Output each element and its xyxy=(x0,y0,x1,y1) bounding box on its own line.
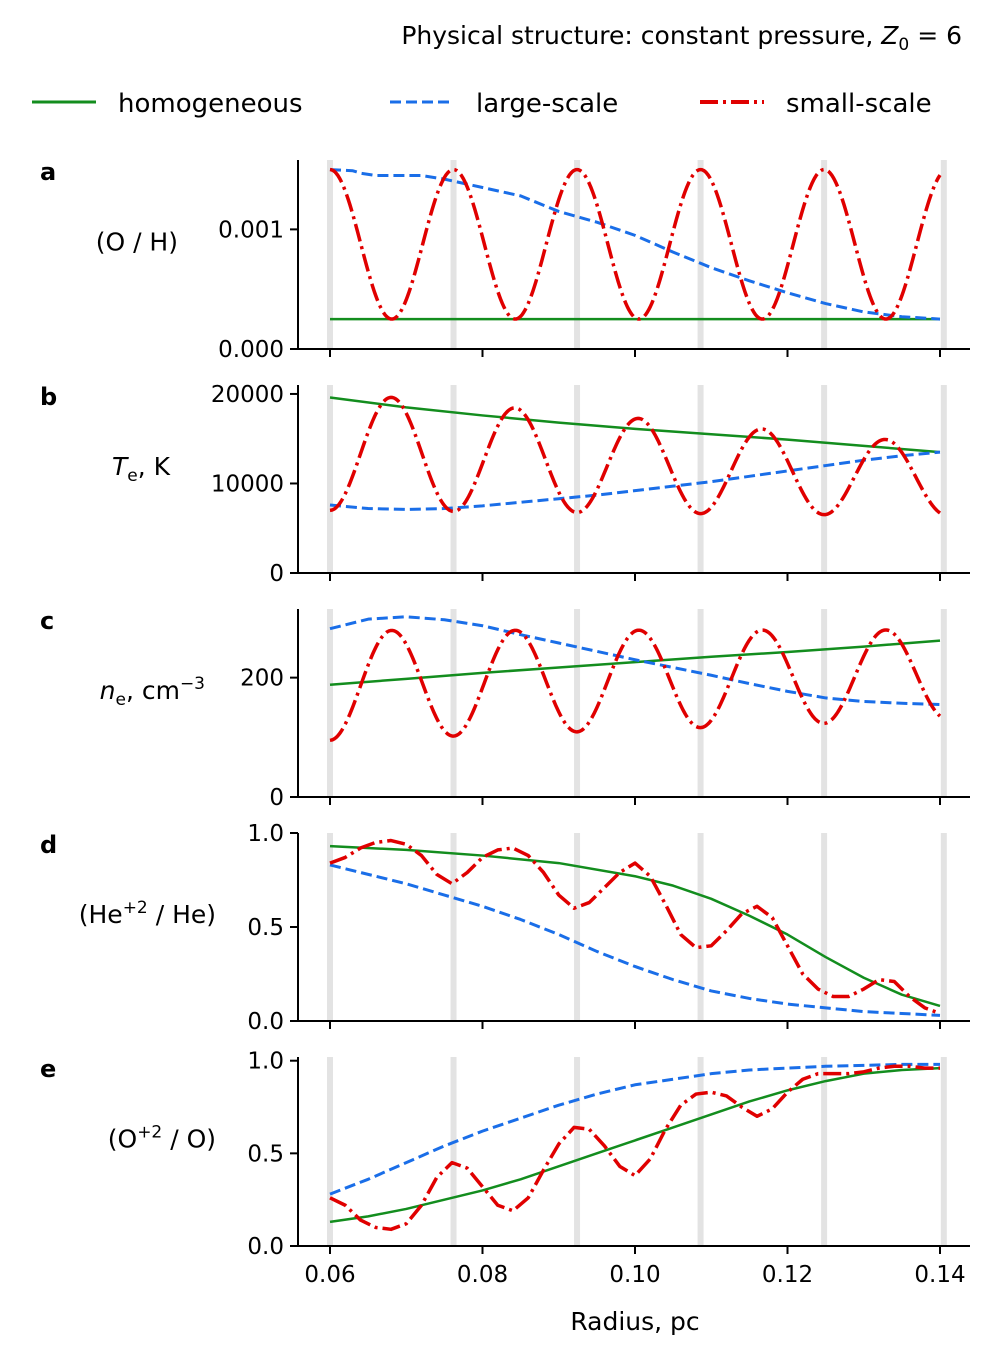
panel-a-ytick-label-1: 0.001 xyxy=(218,217,284,243)
panel-d: 0.0 0.5 1.0 d (He+2 / He) xyxy=(40,821,970,1035)
panel-e-letter: e xyxy=(40,1055,56,1083)
panel-a-letter: a xyxy=(40,158,56,186)
xtick-label-0: 0.06 xyxy=(304,1262,355,1288)
panel-e-ytick-label-0: 0.0 xyxy=(247,1234,284,1260)
chart-title: Physical structure: constant pressure, Z… xyxy=(401,21,962,55)
x-axis-label: Radius, pc xyxy=(570,1307,699,1336)
panel-e: 0.0 0.5 1.0 0.06 0.08 0.10 0.12 0.14 e (O+2 / O) xyxy=(40,1049,970,1288)
panel-b-series-homogeneous xyxy=(330,398,940,453)
panels: 0.000 0.001 a (O / H) 0 10000 20000 b Te, K 0 200 c… xyxy=(40,158,970,1288)
xtick-label-2: 0.10 xyxy=(609,1262,660,1288)
panel-e-ytick-label-1: 0.5 xyxy=(247,1141,284,1167)
panel-b-series-large xyxy=(330,452,940,509)
panel-e-series-large xyxy=(330,1064,940,1194)
panel-c-ytick-label-0: 0 xyxy=(269,785,284,811)
panel-b-series-small xyxy=(330,397,940,514)
panel-a-ytick-label-0: 0.000 xyxy=(218,337,284,363)
xtick-label-3: 0.12 xyxy=(762,1262,813,1288)
panel-b-ytick-label-2: 20000 xyxy=(211,382,284,408)
legend-homogeneous-label: homogeneous xyxy=(118,89,303,119)
panel-a-series-small xyxy=(330,170,940,319)
panel-b-letter: b xyxy=(40,383,57,411)
panel-b-ytick-label-0: 0 xyxy=(269,561,284,587)
panel-c-ylabel: ne, cm−3 xyxy=(100,674,205,710)
panel-e-series-homogeneous xyxy=(330,1068,940,1222)
panel-c: 0 200 c ne, cm−3 xyxy=(40,607,970,811)
panel-a-ylabel: (O / H) xyxy=(96,228,178,257)
panel-a: 0.000 0.001 a (O / H) xyxy=(40,158,970,363)
panel-b-ylabel: Te, K xyxy=(112,452,171,486)
panel-c-ytick-label-1: 200 xyxy=(240,666,284,692)
panel-b-ytick-label-1: 10000 xyxy=(211,471,284,497)
panel-b: 0 10000 20000 b Te, K xyxy=(40,382,970,587)
xtick-label-1: 0.08 xyxy=(457,1262,508,1288)
panel-d-series-small xyxy=(330,841,940,1014)
chart: Physical structure: constant pressure, Z… xyxy=(0,0,997,1360)
panel-d-ytick-label-2: 1.0 xyxy=(247,821,284,847)
legend: homogeneous large-scale small-scale xyxy=(32,89,932,119)
panel-d-ytick-label-0: 0.0 xyxy=(247,1009,284,1035)
panel-e-ytick-label-2: 1.0 xyxy=(247,1049,284,1075)
panel-c-letter: c xyxy=(40,607,54,635)
legend-large-label: large-scale xyxy=(476,89,618,119)
panel-d-ylabel: (He+2 / He) xyxy=(79,898,216,929)
panel-d-series-large xyxy=(330,865,940,1015)
legend-small-label: small-scale xyxy=(786,89,932,119)
xtick-label-4: 0.14 xyxy=(914,1262,965,1288)
panel-d-series-homogeneous xyxy=(330,846,940,1006)
panel-e-ylabel: (O+2 / O) xyxy=(108,1123,216,1154)
panel-d-letter: d xyxy=(40,831,57,859)
panel-d-ytick-label-1: 0.5 xyxy=(247,915,284,941)
